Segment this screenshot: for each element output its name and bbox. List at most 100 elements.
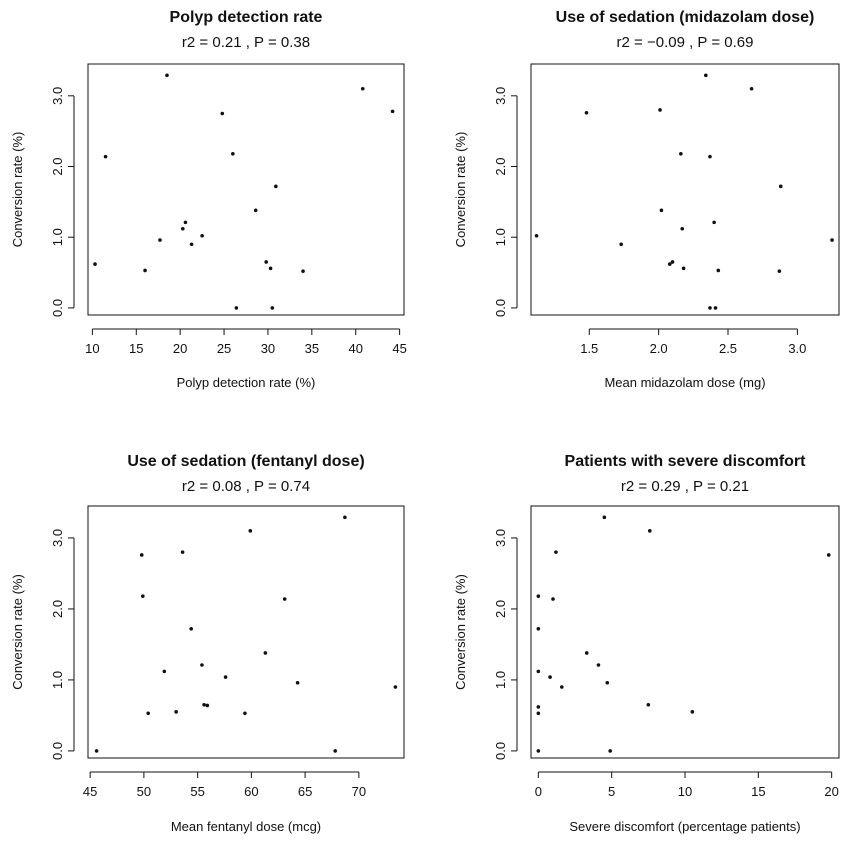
x-tick-label: 2.0 — [650, 341, 668, 356]
data-point — [680, 226, 685, 231]
data-point — [220, 111, 225, 116]
x-tick-label: 40 — [348, 341, 362, 356]
data-point — [690, 710, 695, 714]
data-point — [536, 749, 541, 753]
y-tick-label: 1.0 — [50, 228, 65, 246]
data-point — [548, 675, 552, 679]
data-point — [393, 685, 398, 689]
y-tick-label: 0.0 — [493, 299, 508, 317]
y-tick-label: 1.0 — [493, 228, 508, 246]
x-tick-label: 30 — [261, 341, 275, 356]
data-point — [619, 242, 623, 247]
data-point — [536, 705, 541, 709]
data-point — [681, 266, 686, 271]
y-tick-label: 0.0 — [50, 742, 65, 760]
y-axis-label: Conversion rate (%) — [10, 574, 25, 690]
x-tick-label: 65 — [298, 784, 312, 799]
data-point — [270, 306, 275, 310]
data-point — [189, 627, 193, 631]
y-tick-label: 3.0 — [50, 529, 65, 547]
data-point — [360, 86, 365, 91]
data-point — [274, 184, 278, 189]
x-axis-label: Mean midazolam dose (mg) — [604, 375, 765, 390]
data-point — [704, 73, 708, 78]
chart-title: Use of sedation (midazolam dose) — [556, 9, 815, 26]
data-point — [301, 269, 305, 273]
chart-title: Use of sedation (fentanyl dose) — [127, 453, 364, 470]
chart-subtitle: r2 = 0.29 , P = 0.21 — [621, 478, 749, 495]
x-tick-label: 10 — [85, 341, 99, 356]
data-point — [551, 597, 555, 601]
x-tick-label: 55 — [190, 784, 204, 799]
data-point — [202, 702, 206, 707]
data-point — [165, 73, 169, 78]
data-point — [253, 208, 258, 213]
plot-frame — [87, 505, 405, 759]
data-point — [158, 238, 162, 242]
data-point — [200, 663, 204, 667]
data-point — [139, 553, 144, 557]
x-tick-label: 20 — [173, 341, 187, 356]
data-point — [295, 680, 300, 685]
data-point — [596, 663, 601, 667]
data-point — [162, 669, 167, 674]
plot-frame — [530, 63, 840, 316]
x-tick-label: 45 — [392, 341, 406, 356]
data-point — [605, 680, 610, 685]
scatter-panel-3: Use of sedation (fentanyl dose) r2 = 0.08… — [10, 453, 405, 834]
data-point — [830, 238, 834, 242]
x-tick-label: 35 — [305, 341, 319, 356]
data-point — [536, 627, 541, 631]
x-tick-label: 50 — [137, 784, 151, 799]
data-point — [390, 109, 395, 114]
data-point — [716, 268, 721, 273]
data-point — [183, 220, 188, 225]
data-point — [223, 675, 228, 679]
chart-title: Polyp detection rate — [170, 9, 323, 26]
data-point — [343, 515, 347, 520]
y-tick-label: 2.0 — [50, 600, 65, 618]
plot-frame — [530, 505, 840, 759]
data-point — [200, 234, 204, 238]
y-tick-label: 1.0 — [493, 671, 508, 689]
data-point — [268, 266, 273, 271]
data-point — [103, 154, 108, 159]
data-point — [263, 651, 268, 655]
x-tick-label: 10 — [678, 784, 692, 799]
chart-subtitle: r2 = 0.08 , P = 0.74 — [182, 478, 310, 495]
data-point — [189, 242, 194, 247]
data-point — [646, 702, 651, 707]
data-point — [777, 269, 782, 273]
x-axis-label: Mean fentanyl dose (mcg) — [171, 819, 321, 834]
y-tick-label: 2.0 — [50, 157, 65, 175]
x-axis-label: Severe discomfort (percentage patients) — [569, 819, 800, 834]
data-point — [243, 711, 247, 716]
data-point — [181, 226, 185, 231]
x-tick-label: 15 — [129, 341, 143, 356]
data-point — [602, 515, 607, 520]
data-point — [94, 749, 99, 753]
data-point — [146, 711, 150, 716]
chart-subtitle: r2 = 0.21 , P = 0.38 — [182, 34, 310, 51]
x-tick-label: 45 — [83, 784, 97, 799]
data-point — [713, 306, 718, 310]
x-tick-label: 5 — [608, 784, 615, 799]
data-point — [143, 268, 147, 273]
data-point — [658, 108, 662, 112]
data-point — [174, 710, 178, 714]
y-tick-label: 0.0 — [50, 299, 65, 317]
data-point — [248, 529, 253, 533]
x-tick-label: 0 — [535, 784, 542, 799]
data-point — [708, 154, 712, 159]
data-point — [584, 651, 589, 655]
data-point — [282, 597, 287, 601]
y-axis-label: Conversion rate (%) — [453, 132, 468, 248]
y-tick-label: 1.0 — [50, 671, 65, 689]
data-point — [584, 110, 589, 115]
data-point — [234, 306, 239, 310]
data-point — [659, 208, 664, 213]
data-point — [231, 151, 235, 156]
data-point — [141, 594, 145, 598]
data-point — [180, 550, 185, 554]
